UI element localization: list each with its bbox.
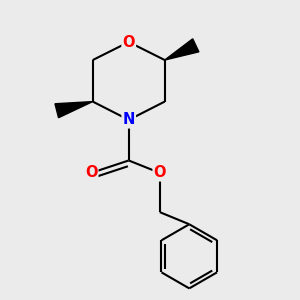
Text: O: O	[122, 34, 135, 50]
Polygon shape	[55, 102, 93, 118]
Text: O: O	[85, 165, 98, 180]
Text: N: N	[122, 112, 135, 128]
Polygon shape	[165, 39, 199, 60]
Text: O: O	[154, 165, 166, 180]
